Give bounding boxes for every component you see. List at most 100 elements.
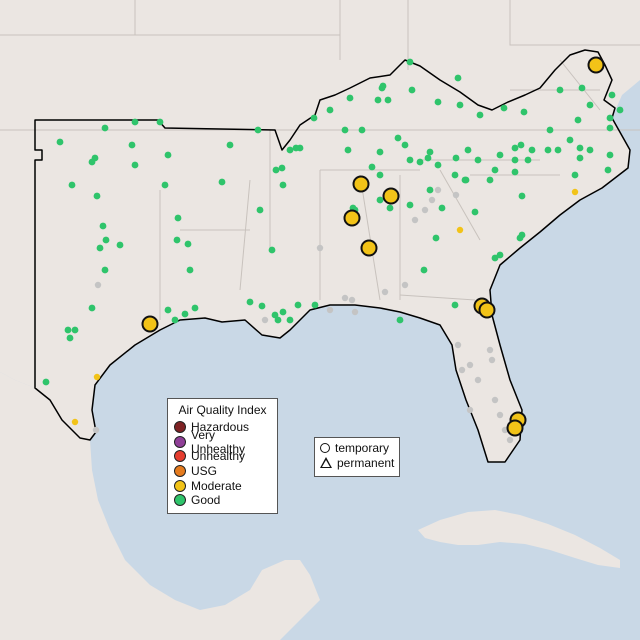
- monitor-site-good[interactable]: [426, 148, 434, 156]
- monitor-site-inactive[interactable]: [421, 206, 429, 214]
- monitor-site-inactive[interactable]: [261, 316, 269, 324]
- monitor-site-good[interactable]: [586, 146, 594, 154]
- monitor-site-good[interactable]: [574, 116, 582, 124]
- monitor-site-good[interactable]: [279, 181, 287, 189]
- monitor-site-good[interactable]: [101, 266, 109, 274]
- monitor-site-good[interactable]: [500, 104, 508, 112]
- monitor-site-good[interactable]: [426, 186, 434, 194]
- monitor-site-good[interactable]: [171, 316, 179, 324]
- monitor-site-good[interactable]: [496, 251, 504, 259]
- monitor-site-good[interactable]: [161, 181, 169, 189]
- monitor-site-good[interactable]: [274, 316, 282, 324]
- monitor-site-good[interactable]: [434, 161, 442, 169]
- monitor-site-good[interactable]: [406, 156, 414, 164]
- monitor-site-good[interactable]: [256, 206, 264, 214]
- monitor-site-inactive[interactable]: [452, 191, 460, 199]
- monitor-site-good[interactable]: [374, 96, 382, 104]
- monitor-site-good[interactable]: [131, 118, 139, 126]
- monitor-site-good[interactable]: [401, 141, 409, 149]
- monitor-site-moderate-large[interactable]: [352, 175, 370, 193]
- monitor-site-inactive[interactable]: [466, 406, 474, 414]
- monitor-site-good[interactable]: [368, 163, 376, 171]
- monitor-site-good[interactable]: [424, 154, 432, 162]
- monitor-site-moderate-large[interactable]: [506, 419, 524, 437]
- monitor-site-good[interactable]: [128, 141, 136, 149]
- monitor-site-inactive[interactable]: [428, 196, 436, 204]
- monitor-site-good[interactable]: [517, 141, 525, 149]
- monitor-site-good[interactable]: [606, 124, 614, 132]
- monitor-site-good[interactable]: [174, 214, 182, 222]
- monitor-site-good[interactable]: [344, 146, 352, 154]
- monitor-site-good[interactable]: [452, 154, 460, 162]
- monitor-site-good[interactable]: [608, 91, 616, 99]
- monitor-site-inactive[interactable]: [316, 244, 324, 252]
- monitor-site-good[interactable]: [520, 108, 528, 116]
- monitor-site-good[interactable]: [524, 156, 532, 164]
- monitor-site-inactive[interactable]: [341, 294, 349, 302]
- monitor-site-good[interactable]: [528, 146, 536, 154]
- monitor-site-moderate[interactable]: [571, 188, 579, 196]
- monitor-site-good[interactable]: [271, 311, 279, 319]
- monitor-site-good[interactable]: [88, 304, 96, 312]
- monitor-site-inactive[interactable]: [454, 341, 462, 349]
- monitor-site-good[interactable]: [156, 118, 164, 126]
- monitor-site-good[interactable]: [576, 154, 584, 162]
- monitor-site-good[interactable]: [578, 84, 586, 92]
- monitor-site-good[interactable]: [294, 301, 302, 309]
- monitor-site-inactive[interactable]: [401, 281, 409, 289]
- monitor-site-good[interactable]: [604, 166, 612, 174]
- monitor-site-good[interactable]: [310, 114, 318, 122]
- monitor-site-good[interactable]: [71, 326, 79, 334]
- monitor-site-moderate-large[interactable]: [360, 239, 378, 257]
- monitor-site-good[interactable]: [96, 244, 104, 252]
- monitor-site-good[interactable]: [544, 146, 552, 154]
- monitor-site-good[interactable]: [64, 326, 72, 334]
- monitor-site-good[interactable]: [91, 154, 99, 162]
- monitor-site-good[interactable]: [164, 151, 172, 159]
- monitor-site-moderate[interactable]: [456, 226, 464, 234]
- monitor-site-inactive[interactable]: [94, 281, 102, 289]
- monitor-site-good[interactable]: [432, 234, 440, 242]
- monitor-site-good[interactable]: [226, 141, 234, 149]
- monitor-site-inactive[interactable]: [351, 308, 359, 316]
- monitor-site-good[interactable]: [376, 171, 384, 179]
- monitor-site-good[interactable]: [99, 222, 107, 230]
- monitor-site-good[interactable]: [173, 236, 181, 244]
- monitor-site-good[interactable]: [491, 166, 499, 174]
- monitor-site-good[interactable]: [451, 171, 459, 179]
- monitor-site-moderate-large[interactable]: [382, 187, 400, 205]
- monitor-site-good[interactable]: [546, 126, 554, 134]
- monitor-site-good[interactable]: [571, 171, 579, 179]
- monitor-site-good[interactable]: [116, 241, 124, 249]
- monitor-site-good[interactable]: [464, 146, 472, 154]
- monitor-site-good[interactable]: [496, 151, 504, 159]
- monitor-site-good[interactable]: [101, 124, 109, 132]
- monitor-site-inactive[interactable]: [491, 396, 499, 404]
- monitor-site-good[interactable]: [246, 298, 254, 306]
- monitor-site-good[interactable]: [218, 178, 226, 186]
- monitor-site-moderate-large[interactable]: [587, 56, 605, 74]
- monitor-site-good[interactable]: [93, 192, 101, 200]
- monitor-site-inactive[interactable]: [348, 296, 356, 304]
- monitor-site-moderate-large[interactable]: [343, 209, 361, 227]
- monitor-site-good[interactable]: [341, 126, 349, 134]
- monitor-site-inactive[interactable]: [326, 306, 334, 314]
- monitor-site-good[interactable]: [286, 316, 294, 324]
- monitor-site-good[interactable]: [486, 176, 494, 184]
- monitor-site-good[interactable]: [406, 58, 414, 66]
- monitor-site-good[interactable]: [286, 146, 294, 154]
- monitor-site-good[interactable]: [576, 144, 584, 152]
- monitor-site-good[interactable]: [272, 166, 280, 174]
- monitor-site-good[interactable]: [511, 144, 519, 152]
- monitor-site-inactive[interactable]: [381, 288, 389, 296]
- monitor-site-good[interactable]: [566, 136, 574, 144]
- monitor-site-good[interactable]: [396, 316, 404, 324]
- monitor-site-good[interactable]: [376, 148, 384, 156]
- monitor-site-inactive[interactable]: [92, 426, 100, 434]
- monitor-site-inactive[interactable]: [506, 436, 514, 444]
- monitor-site-good[interactable]: [451, 301, 459, 309]
- monitor-site-good[interactable]: [254, 126, 262, 134]
- monitor-site-good[interactable]: [386, 204, 394, 212]
- monitor-site-good[interactable]: [296, 144, 304, 152]
